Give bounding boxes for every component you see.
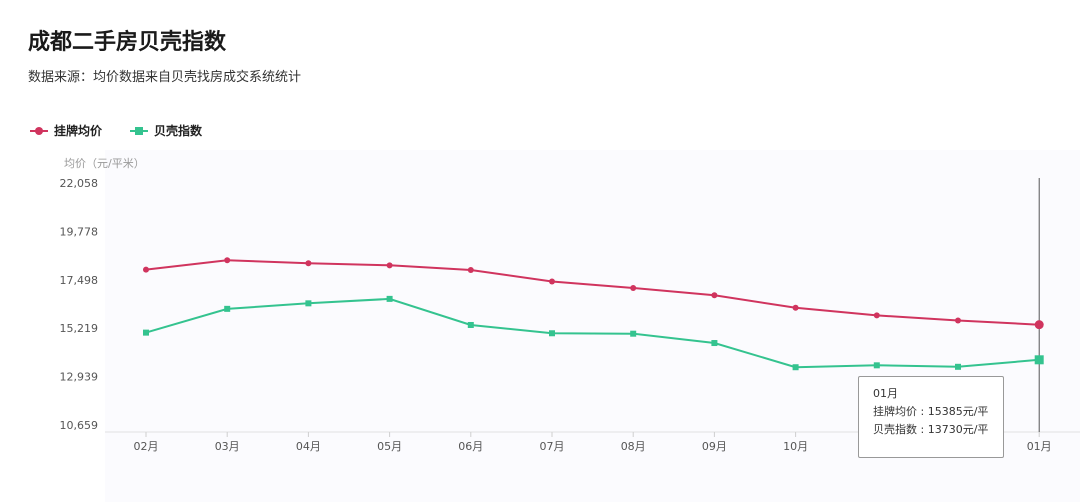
- x-tick-label: 09月: [702, 440, 727, 453]
- x-tick-label: 01月: [1027, 440, 1052, 453]
- y-tick-label: 15,219: [60, 322, 99, 335]
- legend-swatch-circle: [30, 126, 48, 136]
- x-tick-label: 06月: [458, 440, 483, 453]
- chart-tooltip: 01月 挂牌均价 : 15385元/平 贝壳指数 : 13730元/平: [858, 376, 1004, 458]
- page-title: 成都二手房贝壳指数: [28, 30, 227, 55]
- data-point: [873, 312, 880, 319]
- data-point: [467, 267, 474, 274]
- data-point: [549, 278, 555, 285]
- data-source-note: 数据来源：均价数据来自贝壳找房成交系统统计: [28, 70, 302, 85]
- x-tick-label: 03月: [215, 440, 240, 453]
- data-point: [224, 305, 231, 312]
- legend-label: 贝壳指数: [154, 124, 203, 138]
- x-tick-label: 04月: [296, 440, 321, 453]
- data-point: [467, 321, 474, 328]
- y-tick-label: 19,778: [60, 225, 99, 238]
- data-point: [1034, 320, 1044, 330]
- legend-item-beike-index[interactable]: 贝壳指数: [130, 122, 202, 139]
- series-line: [145, 297, 1040, 369]
- legend-label: 挂牌均价: [54, 124, 103, 138]
- legend-swatch-square: [130, 126, 149, 136]
- data-point: [224, 257, 231, 264]
- x-tick-label: 05月: [377, 440, 402, 453]
- x-tick-label: 10月: [783, 440, 808, 453]
- x-tick-label: 07月: [540, 440, 565, 453]
- series-line: [145, 259, 1040, 326]
- x-tick-label: 08月: [621, 440, 646, 453]
- data-point: [711, 340, 718, 347]
- tooltip-listing-price: 挂牌均价 : 15385元/平: [873, 405, 989, 418]
- legend-item-listing-price[interactable]: 挂牌均价: [30, 122, 102, 139]
- y-tick-label: 17,498: [60, 274, 99, 287]
- data-point: [549, 330, 555, 337]
- tooltip-month: 01月: [873, 387, 898, 400]
- data-point: [873, 362, 880, 369]
- data-point: [386, 262, 393, 269]
- data-point: [711, 292, 718, 299]
- x-tick-label: 02月: [134, 440, 159, 453]
- data-point: [955, 363, 961, 370]
- y-tick-label: 22,058: [60, 177, 99, 190]
- y-axis-title: 均价（元/平米）: [64, 157, 145, 170]
- data-point: [955, 317, 961, 324]
- data-point: [305, 300, 312, 307]
- data-point: [386, 295, 393, 302]
- data-point: [1034, 355, 1044, 365]
- data-point: [630, 285, 637, 292]
- data-point: [143, 266, 149, 273]
- data-point: [143, 329, 149, 336]
- data-point: [305, 260, 312, 267]
- tooltip-beike-index: 贝壳指数 : 13730元/平: [873, 423, 989, 436]
- data-point: [792, 304, 799, 311]
- data-point: [792, 364, 799, 371]
- data-point: [630, 330, 637, 337]
- chart-legend: 挂牌均价 贝壳指数: [30, 122, 202, 139]
- y-tick-label: 10,659: [60, 419, 99, 432]
- y-tick-label: 12,939: [60, 371, 99, 384]
